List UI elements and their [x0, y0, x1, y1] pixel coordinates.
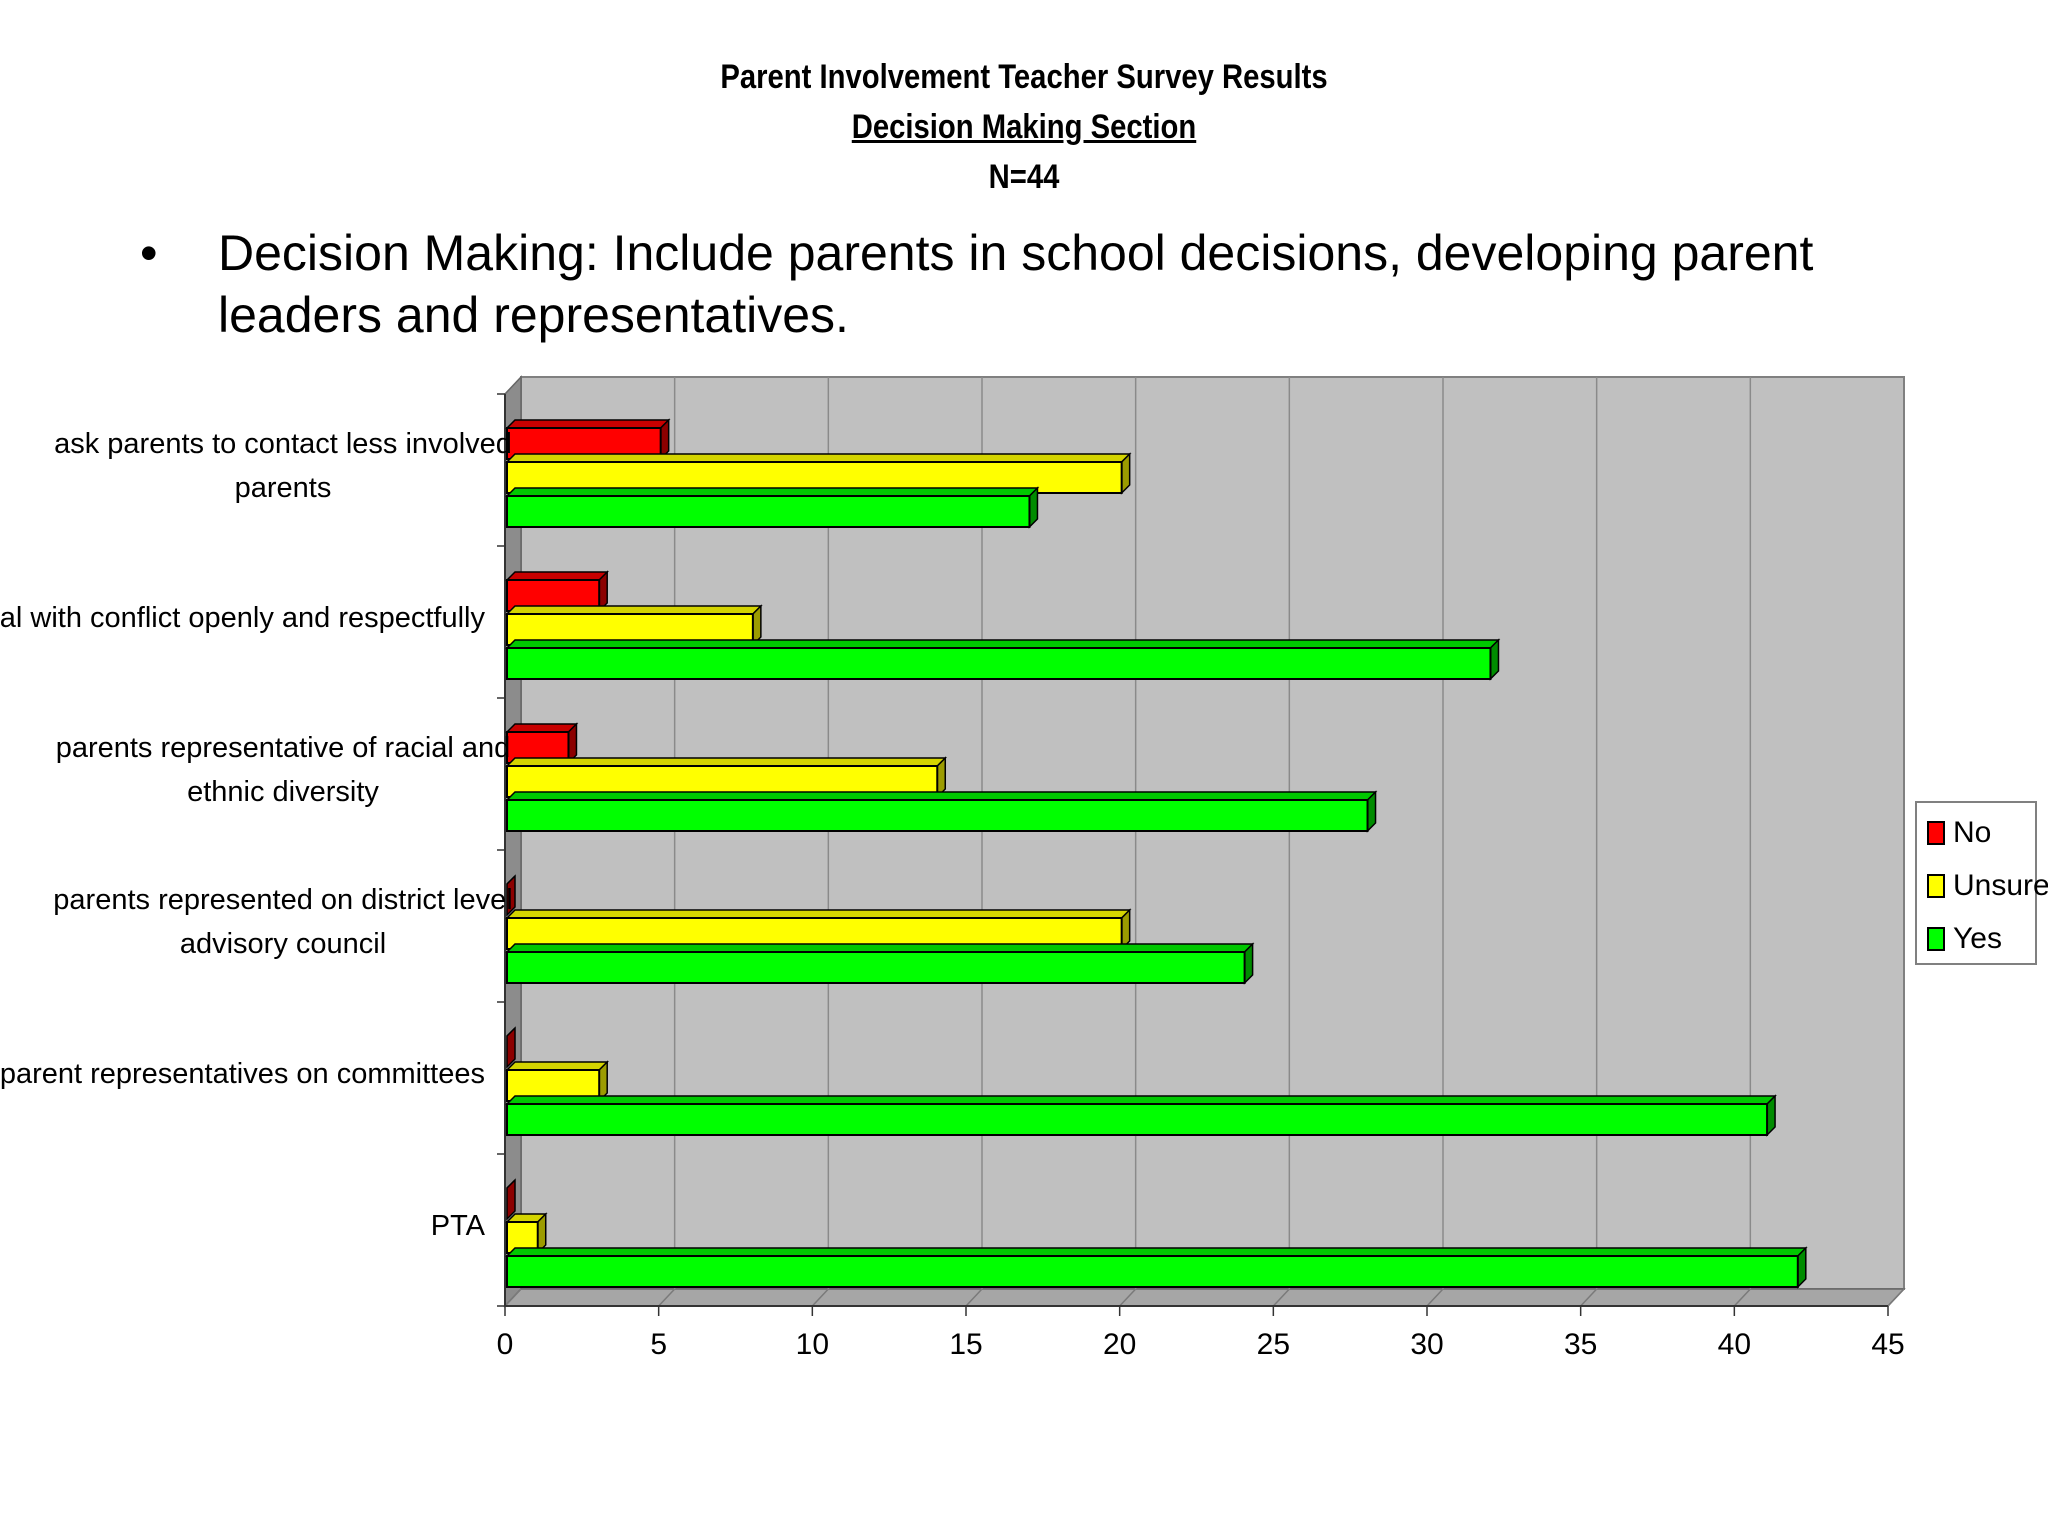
legend-item-no: No [1927, 813, 1991, 853]
category-label-0: ask parents to contact less involved pare… [54, 428, 512, 504]
x-tick-label: 40 [1718, 1328, 1751, 1361]
x-tick-label: 20 [1103, 1328, 1136, 1361]
floor-gridline [1733, 1288, 1751, 1307]
bar-yes-0 [505, 486, 1040, 529]
bar-unsure-5 [505, 1212, 548, 1255]
bar-no-1 [505, 570, 610, 613]
x-tick-label: 30 [1410, 1328, 1443, 1361]
x-tick-label: 15 [949, 1328, 982, 1361]
floor-gridline [1580, 1288, 1598, 1307]
category-label-1: deal with conflict openly and respectful… [0, 602, 485, 634]
legend-item-unsure: Unsure [1927, 866, 2048, 906]
plot-area [520, 376, 1905, 1290]
floor-gridline [1426, 1288, 1444, 1307]
bar-yes-5 [505, 1246, 1808, 1289]
bar-unsure-4 [505, 1060, 610, 1103]
bar-no-5 [506, 1178, 516, 1221]
bar-no-3 [506, 874, 516, 917]
chart-titles: Parent Involvement Teacher Survey Result… [143, 52, 1904, 202]
bar-yes-1 [505, 638, 1501, 681]
floor-gridline [1887, 1288, 1905, 1307]
x-tick-label: 0 [497, 1328, 514, 1361]
x-tick-label: 10 [796, 1328, 829, 1361]
x-tick-label: 45 [1871, 1328, 1904, 1361]
category-label-4: parent representatives on committees [0, 1058, 485, 1090]
legend: No Unsure Yes [1915, 801, 2048, 965]
legend-swatch-no [1927, 821, 1945, 845]
legend-label-yes: Yes [1953, 922, 2002, 955]
legend-swatch-unsure [1927, 874, 1945, 898]
floor-gridline [1272, 1288, 1290, 1307]
legend-item-yes: Yes [1927, 919, 2002, 959]
chart-section-title: Decision Making Section [851, 108, 1197, 146]
legend-label-unsure: Unsure [1953, 869, 2048, 902]
floor-gridline [658, 1288, 676, 1307]
category-label-2: parents representative of racial and ethn… [56, 732, 511, 808]
floor-gridline [504, 1288, 522, 1307]
x-tick-label: 25 [1257, 1328, 1290, 1361]
x-tick-label: 35 [1564, 1328, 1597, 1361]
bar-unsure-1 [505, 604, 763, 647]
bullet-text: Decision Making: Include parents in scho… [218, 225, 1814, 343]
plot-floor [503, 1288, 1906, 1307]
category-label-5: PTA [431, 1210, 486, 1242]
bar-yes-4 [505, 1094, 1777, 1137]
bar-yes-2 [505, 790, 1378, 833]
floor-gridline [811, 1288, 829, 1307]
bar-unsure-2 [505, 756, 948, 799]
bar-yes-3 [505, 942, 1255, 985]
category-label-3: parents represented on district level adv… [53, 884, 512, 960]
legend-label-no: No [1953, 816, 1992, 849]
legend-swatch-yes [1927, 927, 1945, 951]
bar-unsure-0 [505, 452, 1132, 495]
bar-no-2 [505, 722, 579, 765]
x-tick-label: 5 [650, 1328, 667, 1361]
sample-size-label: N=44 [988, 158, 1060, 196]
bar-unsure-3 [505, 908, 1132, 951]
floor-gridline [965, 1288, 983, 1307]
chart-title: Parent Involvement Teacher Survey Result… [720, 58, 1328, 96]
bullet-marker: • [140, 225, 158, 281]
bar-no-0 [505, 418, 671, 461]
bar-no-4 [506, 1026, 516, 1069]
floor-gridline [1119, 1288, 1137, 1307]
